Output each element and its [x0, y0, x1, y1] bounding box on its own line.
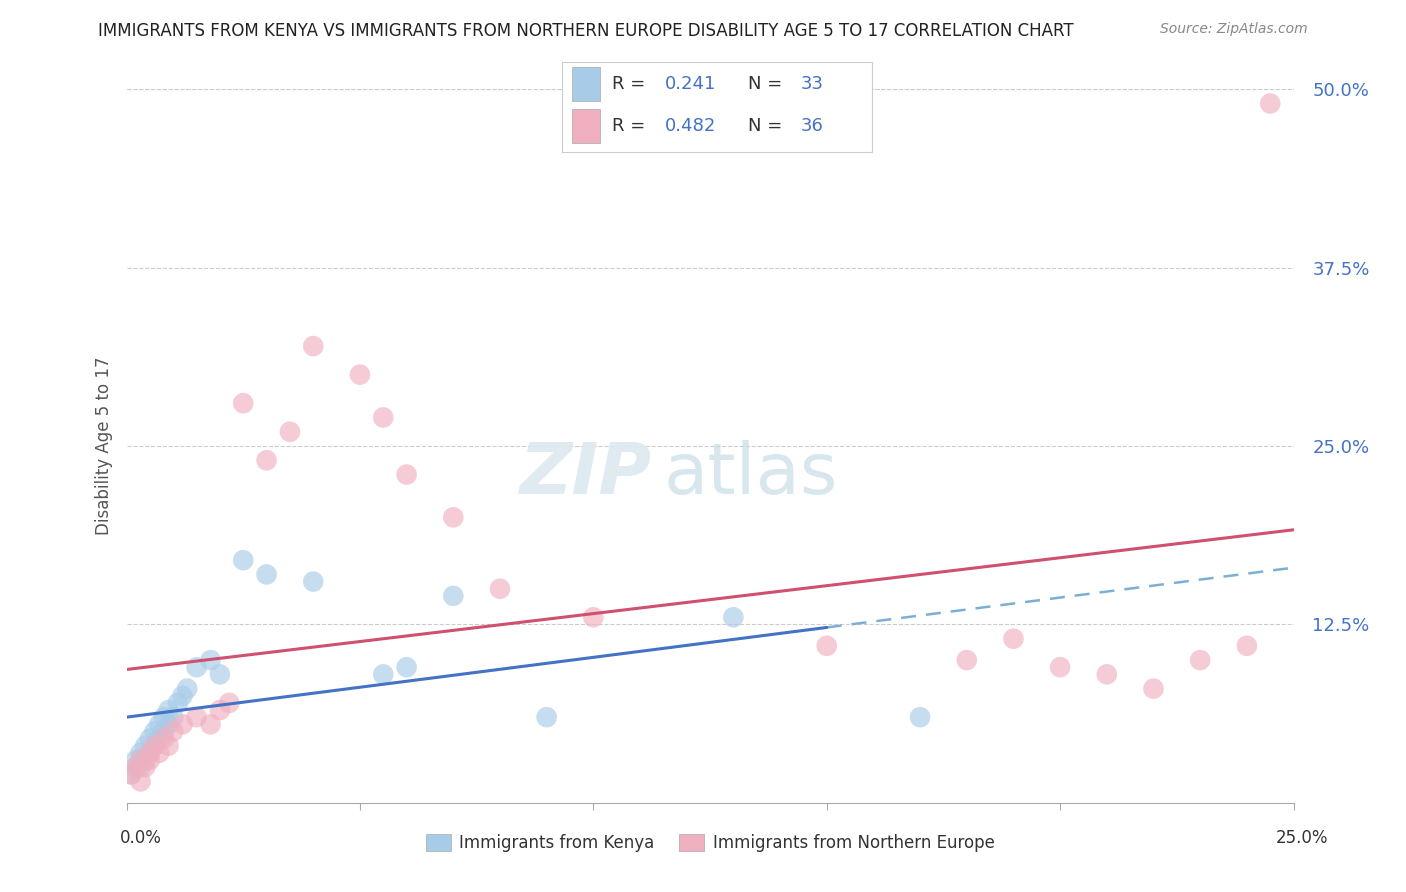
Point: [153, 724, 176, 739]
Point: [1002, 632, 1025, 646]
Point: [441, 589, 464, 603]
Point: [162, 724, 184, 739]
Point: [373, 410, 395, 425]
Point: [441, 510, 464, 524]
Text: ZIP: ZIP: [519, 440, 652, 509]
Point: [172, 717, 194, 731]
Point: [129, 760, 152, 774]
Text: 36: 36: [800, 117, 824, 135]
Point: [148, 746, 170, 760]
Point: [1095, 667, 1118, 681]
Point: [373, 667, 395, 681]
Point: [349, 368, 371, 382]
Point: [1049, 660, 1071, 674]
Point: [120, 767, 142, 781]
Point: [125, 753, 148, 767]
Point: [200, 653, 222, 667]
Bar: [572, 67, 599, 101]
Text: atlas: atlas: [664, 440, 838, 509]
Point: [302, 339, 325, 353]
Point: [120, 767, 142, 781]
Text: N =: N =: [748, 75, 787, 93]
Point: [256, 567, 278, 582]
Point: [1258, 96, 1281, 111]
Point: [172, 689, 194, 703]
Point: [278, 425, 301, 439]
Point: [208, 667, 231, 681]
Point: [125, 760, 148, 774]
Point: [815, 639, 838, 653]
Point: [157, 717, 180, 731]
Point: [148, 717, 170, 731]
Point: [143, 724, 166, 739]
Point: [139, 746, 162, 760]
Point: [129, 753, 152, 767]
Point: [157, 739, 180, 753]
Bar: [572, 109, 599, 143]
Text: R =: R =: [612, 75, 651, 93]
Point: [157, 703, 180, 717]
Point: [218, 696, 240, 710]
Point: [134, 753, 156, 767]
Point: [956, 653, 979, 667]
Point: [208, 703, 231, 717]
Point: [908, 710, 931, 724]
Text: 33: 33: [800, 75, 824, 93]
Point: [395, 467, 418, 482]
Point: [162, 710, 184, 724]
Point: [536, 710, 558, 724]
Point: [134, 760, 156, 774]
Point: [723, 610, 745, 624]
Point: [143, 739, 166, 753]
Point: [153, 731, 176, 746]
Point: [232, 396, 254, 410]
Text: 0.241: 0.241: [665, 75, 716, 93]
Point: [167, 696, 190, 710]
Point: [1236, 639, 1258, 653]
Point: [395, 660, 418, 674]
Text: Source: ZipAtlas.com: Source: ZipAtlas.com: [1160, 22, 1308, 37]
Point: [186, 660, 208, 674]
Point: [139, 746, 162, 760]
Point: [186, 710, 208, 724]
Point: [200, 717, 222, 731]
Point: [148, 731, 170, 746]
Point: [1142, 681, 1164, 696]
Point: [153, 710, 176, 724]
Text: R =: R =: [612, 117, 651, 135]
Point: [129, 774, 152, 789]
Text: 0.482: 0.482: [665, 117, 716, 135]
Point: [139, 731, 162, 746]
Point: [125, 760, 148, 774]
Point: [176, 681, 198, 696]
Point: [302, 574, 325, 589]
Point: [134, 739, 156, 753]
Legend: Immigrants from Kenya, Immigrants from Northern Europe: Immigrants from Kenya, Immigrants from N…: [419, 827, 1001, 859]
Text: IMMIGRANTS FROM KENYA VS IMMIGRANTS FROM NORTHERN EUROPE DISABILITY AGE 5 TO 17 : IMMIGRANTS FROM KENYA VS IMMIGRANTS FROM…: [98, 22, 1074, 40]
Point: [1189, 653, 1212, 667]
Text: 0.0%: 0.0%: [120, 829, 162, 847]
Point: [582, 610, 605, 624]
Text: N =: N =: [748, 117, 787, 135]
Point: [489, 582, 512, 596]
Point: [139, 753, 162, 767]
Point: [143, 739, 166, 753]
Y-axis label: Disability Age 5 to 17: Disability Age 5 to 17: [94, 357, 112, 535]
Point: [129, 746, 152, 760]
Point: [256, 453, 278, 467]
Text: 25.0%: 25.0%: [1277, 829, 1329, 847]
Point: [232, 553, 254, 567]
